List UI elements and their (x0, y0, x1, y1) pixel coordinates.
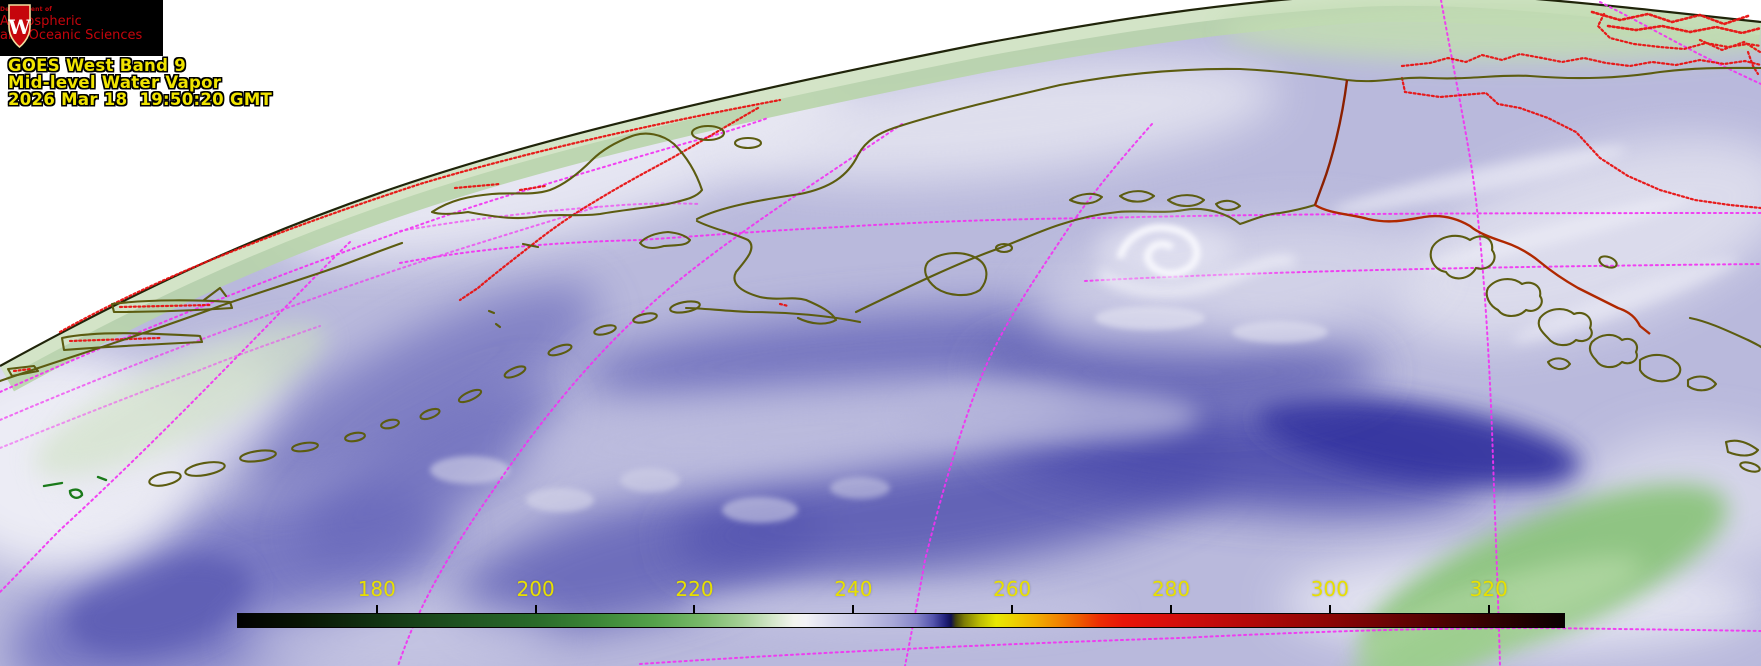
limb-edge-line (0, 0, 1761, 367)
colorbar-label: 200 (516, 577, 555, 601)
storm-spiral (1095, 220, 1296, 297)
dateline-red-line (458, 106, 760, 302)
coast-red-dash (12, 367, 32, 373)
commander-islands (42, 475, 108, 499)
alaska-yukon-border (1313, 79, 1349, 206)
st-lawrence-island (638, 230, 692, 250)
colorbar-gradient (237, 613, 1565, 628)
chukotka-coast (430, 132, 704, 220)
river-red-line (1400, 52, 1761, 68)
uw-crest-icon: W (7, 4, 31, 49)
border-red-line (1400, 76, 1761, 210)
political-borders (1313, 79, 1651, 335)
colorbar-tick (1328, 605, 1331, 613)
alaska-peninsula (684, 306, 862, 324)
limb-coast-red-line (58, 98, 782, 334)
delta-red-squiggle (1746, 50, 1760, 76)
limb-sliver-island (6, 364, 40, 378)
kodiak-island (924, 252, 988, 297)
coast-red-dash (453, 182, 502, 190)
meridian-line (1440, 0, 1501, 666)
logo-block: W Department of Atmospheric and Oceanic … (0, 0, 163, 56)
colorbar-tick (534, 605, 537, 613)
alaska-south-coast (854, 203, 1317, 314)
colorbar-label: 180 (357, 577, 396, 601)
colorbar-label: 260 (993, 577, 1032, 601)
panhandle-archipelago (1429, 234, 1718, 392)
colorbar-label: 220 (675, 577, 714, 601)
latitude-line (0, 205, 601, 421)
colorbar-tick (375, 605, 378, 613)
meridian-line (0, 241, 351, 593)
coast-red-dash (518, 184, 547, 192)
colorbar-tick (852, 605, 855, 613)
aleutian-islands (148, 300, 701, 487)
title-timestamp: 2026 Mar 18 19:50:20 GMT (8, 90, 273, 109)
red-boundary-lines (12, 10, 1761, 373)
colorbar-tick (1487, 605, 1490, 613)
colorbar-label: 320 (1469, 577, 1508, 601)
colorbar-label: 300 (1310, 577, 1349, 601)
meridian-line (397, 123, 903, 666)
colorbar-tick (693, 605, 696, 613)
space-region (0, 0, 1761, 366)
latitude-line (0, 325, 321, 449)
colorbar-tick (1011, 605, 1014, 613)
colorbar-label: 240 (834, 577, 873, 601)
coastlines (0, 66, 1761, 487)
coast-red-dash (778, 302, 790, 308)
colorbar-label: 280 (1151, 577, 1191, 601)
title-block: GOES West Band 9 Mid-level Water Vapor 2… (8, 57, 272, 108)
limb-sliver-island (60, 332, 204, 352)
delta-red-squiggle (1606, 24, 1761, 35)
latitude-line (399, 212, 1761, 264)
svg-text:W: W (7, 15, 31, 39)
title-product: Mid-level Water Vapor (8, 73, 222, 92)
coast-red-dash (118, 303, 212, 309)
colorbar-tick (1170, 605, 1173, 613)
latitude-line (639, 626, 1761, 665)
dept-line-2: and Oceanic Sciences (0, 28, 143, 43)
alaska-west-coast (695, 219, 838, 325)
coast-red-dash (68, 336, 162, 343)
delta-red-squiggle (1590, 10, 1750, 26)
title-satellite-band: GOES West Band 9 (8, 56, 187, 75)
latitude-line (0, 117, 769, 393)
alaska-north-coast (695, 66, 1761, 221)
panhandle-border (1314, 203, 1651, 335)
river-red-line (1596, 12, 1761, 51)
limb-sliver-island (110, 299, 234, 314)
delta-red-squiggle (1698, 38, 1761, 54)
